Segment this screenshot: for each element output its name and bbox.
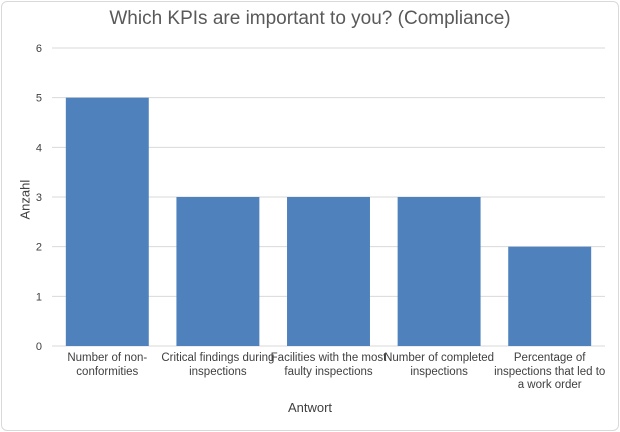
x-tick-label: Number of non-conformities [67,352,148,378]
y-tick-label: 2 [36,242,42,254]
x-tick-label: Number of completed inspections [384,352,495,378]
bar [176,197,260,346]
bar [287,197,370,346]
bar [508,246,592,346]
bar [65,97,149,347]
y-tick-label: 4 [36,142,42,154]
x-tick-label: Facilities with the most faulty inspecti… [270,352,387,378]
y-tick-label: 3 [36,192,42,204]
y-axis-label: Anzahl [17,179,33,220]
y-tick-label: 5 [36,93,42,105]
y-tick-label: 1 [36,291,42,303]
x-tick-label: Critical findings during inspections [161,352,275,378]
bar [397,197,481,346]
chart-title: Which KPIs are important to you? (Compli… [109,8,511,29]
x-axis-label: Antwort [287,400,333,415]
x-tick-label: Percentage of inspections that led to a … [494,352,606,391]
y-tick-label: 0 [36,341,42,353]
y-tick-label: 6 [36,43,42,55]
